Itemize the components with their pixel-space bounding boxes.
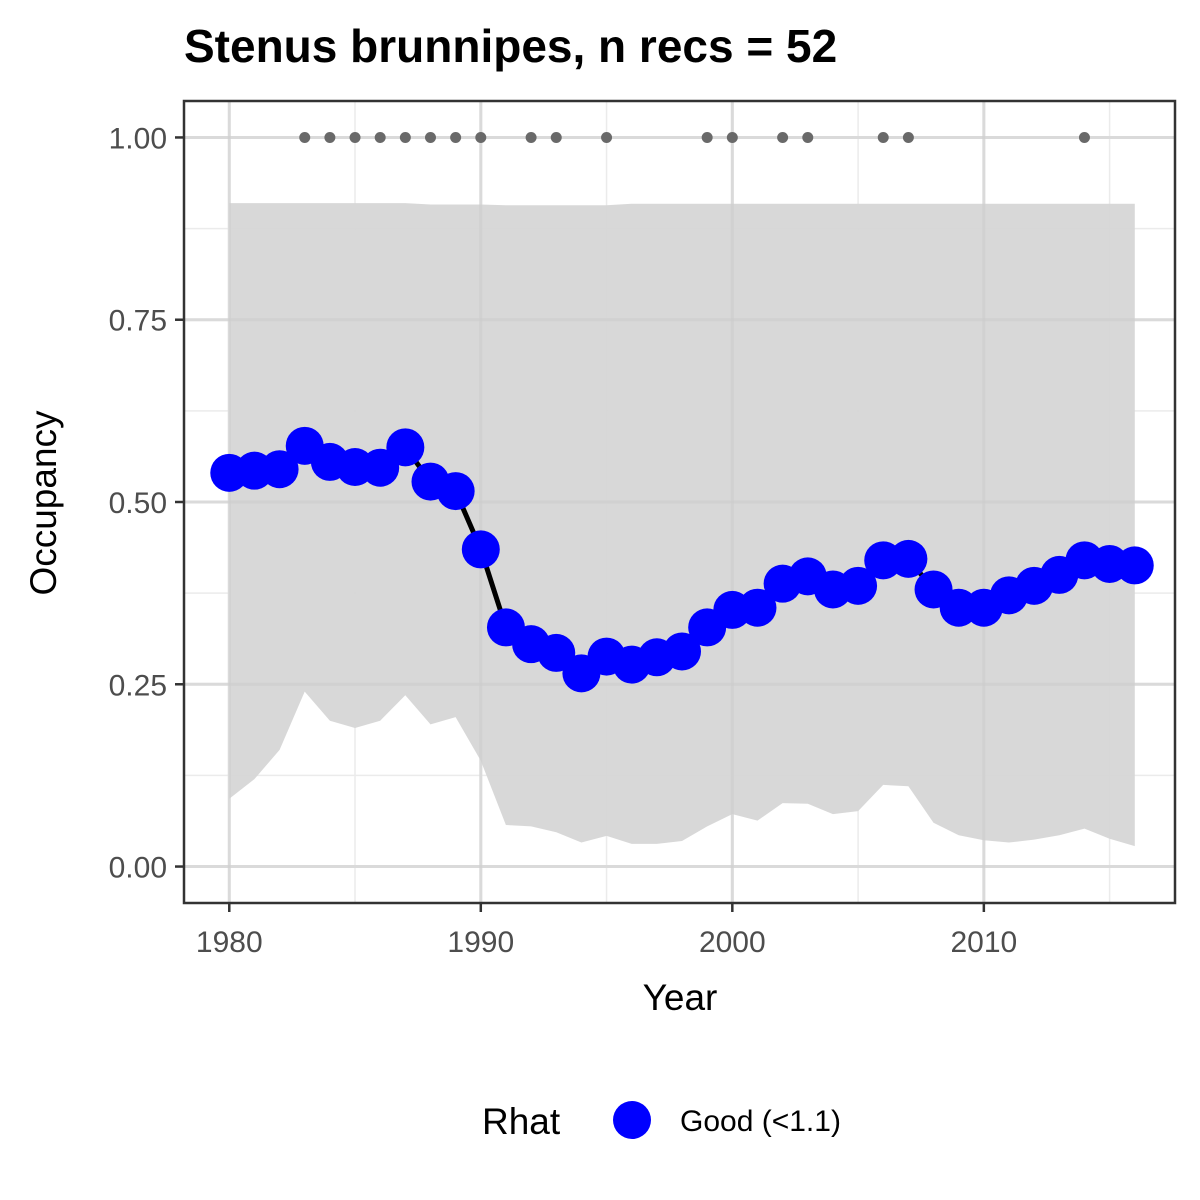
legend-key-good [613, 1101, 651, 1139]
data-point [386, 428, 425, 467]
record-dot [550, 131, 562, 143]
record-dot [399, 131, 411, 143]
record-dot [601, 131, 613, 143]
data-point [361, 448, 400, 487]
record-dot [374, 131, 386, 143]
record-dot [324, 131, 336, 143]
y-axis-title: Occupancy [23, 410, 64, 596]
y-tick-label: 0.50 [109, 487, 167, 520]
y-tick-label: 0.25 [109, 669, 167, 702]
data-point [537, 633, 576, 672]
x-tick-label: 2010 [950, 926, 1017, 959]
record-dot [450, 131, 462, 143]
record-dot [349, 131, 361, 143]
data-point [461, 530, 500, 569]
x-axis-title: Year [643, 977, 718, 1018]
data-point [436, 472, 475, 511]
data-point [889, 539, 928, 578]
legend-label-good: Good (<1.1) [680, 1105, 841, 1138]
record-dot [299, 131, 311, 143]
record-dot [877, 131, 889, 143]
x-tick-label: 1990 [447, 926, 514, 959]
data-point [738, 588, 777, 627]
plot-panel [184, 101, 1175, 903]
x-tick-label: 2000 [699, 926, 766, 959]
record-dot [802, 131, 814, 143]
record-dot [424, 131, 436, 143]
record-dot [902, 131, 914, 143]
chart-title: Stenus brunnipes, n recs = 52 [184, 20, 837, 72]
x-tick-label: 1980 [196, 926, 263, 959]
legend-title: Rhat [482, 1101, 561, 1142]
y-tick-label: 0.00 [109, 852, 167, 885]
record-dot [525, 131, 537, 143]
record-dot [475, 131, 487, 143]
y-tick-label: 0.75 [109, 305, 167, 338]
y-tick-label: 1.00 [109, 122, 167, 155]
data-point [1115, 546, 1154, 585]
data-point [663, 632, 702, 671]
data-point [839, 566, 878, 605]
axes: 1980 1990 2000 2010 0.00 0.25 0.50 0.75 1.00 [109, 99, 1177, 959]
data-point [260, 450, 299, 489]
legend: Rhat Good (<1.1) [482, 1101, 841, 1142]
record-dot [777, 131, 789, 143]
record-dot [701, 131, 713, 143]
record-dot [1078, 131, 1090, 143]
record-dot [726, 131, 738, 143]
